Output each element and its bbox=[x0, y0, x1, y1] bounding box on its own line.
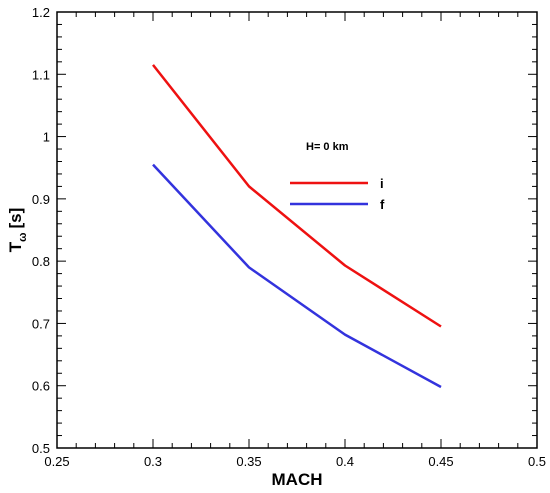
x-tick-label: 0.35 bbox=[236, 454, 261, 469]
x-tick-label: 0.5 bbox=[528, 454, 546, 469]
legend-label-i: i bbox=[380, 176, 384, 191]
y-tick-label: 0.5 bbox=[32, 441, 50, 456]
y-tick-label: 1 bbox=[43, 130, 50, 145]
y-axis-title-main: T bbox=[6, 241, 25, 252]
annotation-label: H= 0 km bbox=[306, 141, 349, 153]
y-tick-label: 0.9 bbox=[32, 192, 50, 207]
legend-label-f: f bbox=[380, 197, 385, 212]
series-layer bbox=[152, 64, 442, 389]
x-tick-label: 0.4 bbox=[336, 454, 354, 469]
y-tick-label: 0.7 bbox=[32, 316, 50, 331]
plot-frame bbox=[56, 11, 538, 449]
y-tick-label: 0.6 bbox=[32, 379, 50, 394]
x-tick-label: 0.3 bbox=[144, 454, 162, 469]
series-line-i bbox=[152, 64, 442, 328]
legend: i f bbox=[290, 176, 385, 212]
x-axis-title: MACH bbox=[272, 470, 323, 489]
series-line-f bbox=[152, 163, 442, 389]
x-tick-label: 0.25 bbox=[44, 454, 69, 469]
y-tick-label: 0.8 bbox=[32, 254, 50, 269]
ticks-layer: 0.25 0.3 0.35 0.4 0.45 0.5 0.5 0.6 0.7 0.8 0.9 1 1.1… bbox=[32, 5, 546, 469]
y-tick-label: 1.2 bbox=[32, 5, 50, 20]
y-axis-title-unit: [s] bbox=[6, 208, 25, 229]
y-tick-label: 1.1 bbox=[32, 67, 50, 82]
y-axis-title-sub: ω bbox=[17, 233, 29, 242]
x-tick-label: 0.45 bbox=[428, 454, 453, 469]
y-axis-title: Tω [s] bbox=[6, 208, 29, 252]
